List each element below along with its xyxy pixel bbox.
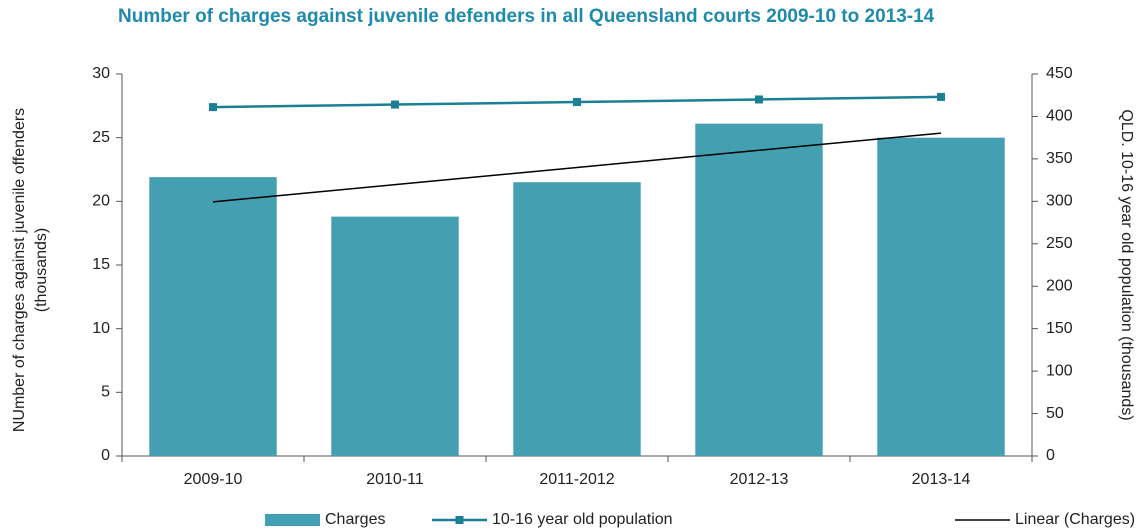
y-tick-label: 25 (92, 129, 110, 146)
y2-tick-label: 0 (1046, 447, 1055, 464)
y-tick-label: 20 (92, 193, 110, 210)
y-tick-label: 10 (92, 320, 110, 337)
y2-tick-label: 200 (1046, 277, 1073, 294)
y2-tick-label: 150 (1046, 320, 1073, 337)
x-tick-label: 2012-13 (730, 471, 789, 488)
y2-tick-label: 100 (1046, 362, 1073, 379)
y2-tick-label: 400 (1046, 108, 1073, 125)
y2-tick-label: 300 (1046, 193, 1073, 210)
marker (573, 98, 581, 107)
bar (513, 182, 641, 456)
trend-line (212, 132, 942, 203)
y-axis-label: (thousands) (33, 228, 50, 313)
x-tick-label: 2011-2012 (539, 471, 614, 488)
x-tick-label: 2010-11 (366, 471, 424, 488)
marker (755, 95, 763, 104)
y2-axis-label: QLD. 10-16 year old population (thousand… (1118, 109, 1135, 420)
legend-label: Charges (325, 511, 385, 528)
y2-tick-label: 450 (1046, 65, 1073, 82)
y2-tick-label: 50 (1046, 405, 1064, 422)
bar (149, 177, 277, 456)
marker (209, 103, 217, 112)
y-tick-label: 15 (92, 256, 110, 273)
marker (391, 100, 399, 109)
marker (937, 92, 945, 101)
bar (331, 216, 459, 456)
y2-tick-label: 350 (1046, 150, 1073, 167)
y-axis-label: NUmber of charges against juvenile offen… (11, 108, 28, 432)
y-tick-label: 5 (101, 384, 110, 401)
legend-swatch (265, 514, 320, 526)
chart-title: Number of charges against juvenile defen… (118, 6, 935, 27)
legend-label: Linear (Charges) (1015, 511, 1135, 528)
y-tick-label: 30 (92, 65, 110, 82)
legend-marker (455, 516, 464, 524)
legend-label: 10-16 year old population (492, 511, 673, 528)
x-tick-label: 2013-14 (912, 471, 971, 488)
bar (877, 137, 1005, 456)
y-tick-label: 0 (101, 447, 110, 464)
bar (695, 123, 823, 456)
y2-tick-label: 250 (1046, 235, 1073, 252)
x-tick-label: 2009-10 (184, 471, 243, 488)
